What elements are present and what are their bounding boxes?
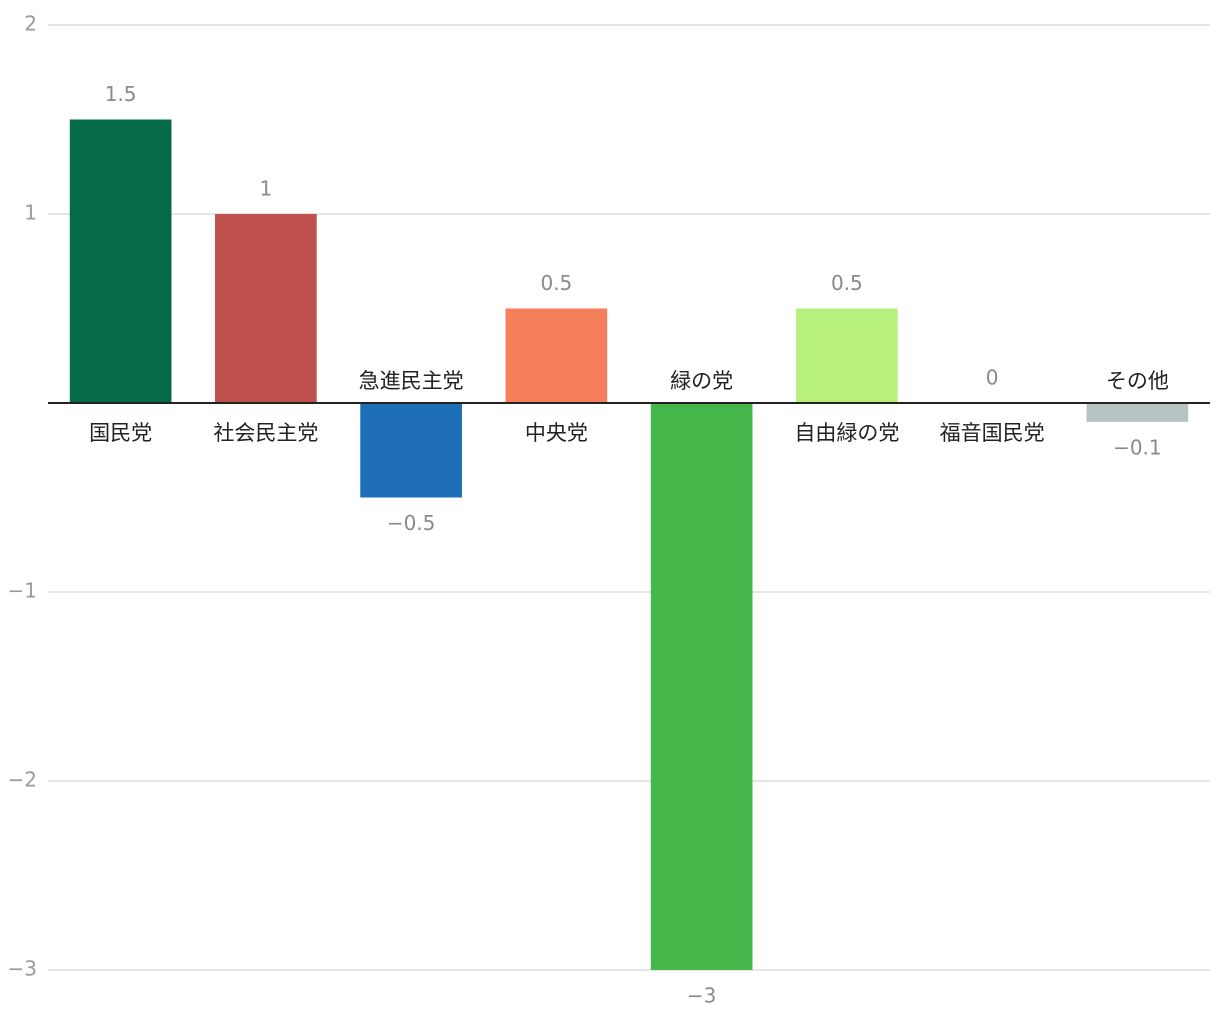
x-tick-label: 緑の党 — [670, 369, 733, 393]
x-tick-label: 福音国民党 — [940, 421, 1045, 445]
bar — [505, 308, 608, 403]
value-label: −0.1 — [1113, 435, 1162, 459]
y-tick-label: 2 — [24, 12, 37, 36]
value-label: −0.5 — [387, 511, 436, 535]
y-tick-label: 1 — [24, 201, 37, 225]
bar — [215, 214, 317, 403]
value-label: 0.5 — [540, 271, 572, 295]
value-label: 1 — [260, 177, 273, 201]
x-tick-label: 国民党 — [89, 421, 152, 445]
bar — [1086, 403, 1189, 422]
x-tick-label: その他 — [1106, 369, 1169, 393]
y-tick-label: −2 — [8, 768, 37, 792]
x-tick-label: 中央党 — [525, 421, 588, 445]
bar — [796, 308, 898, 403]
x-tick-label: 急進民主党 — [359, 369, 464, 393]
y-tick-label: −3 — [8, 957, 37, 981]
x-tick-label: 自由緑の党 — [794, 421, 899, 445]
bar — [69, 119, 172, 403]
bar — [360, 403, 462, 498]
y-tick-label: −1 — [8, 579, 37, 603]
value-label: −3 — [687, 984, 716, 1008]
bar — [650, 403, 753, 970]
value-label: 1.5 — [105, 82, 137, 106]
value-label: 0.5 — [831, 271, 863, 295]
x-tick-label: 社会民主党 — [213, 421, 318, 445]
value-label: 0 — [986, 366, 999, 390]
